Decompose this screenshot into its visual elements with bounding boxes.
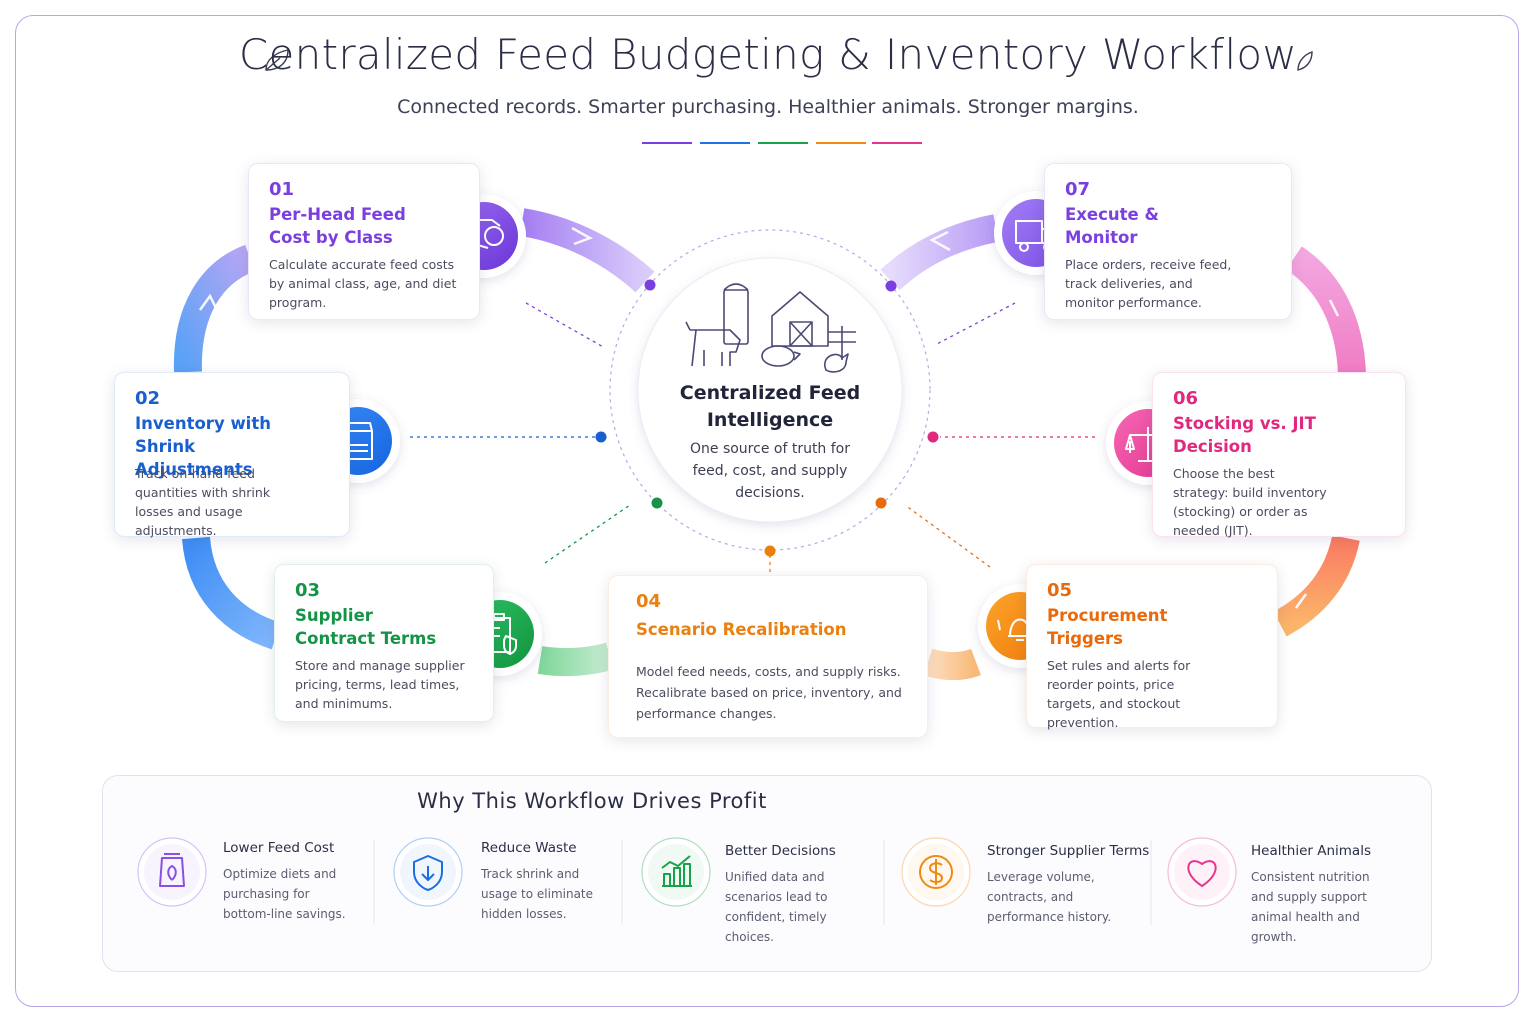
benefits-title: Why This Workflow Drives Profit xyxy=(417,789,767,813)
frame xyxy=(15,15,1519,1007)
step-title: Scenario Recalibration xyxy=(636,620,847,639)
step-number: 04 xyxy=(636,591,662,612)
benefit-icon-glyph xyxy=(159,853,185,887)
benefit-icon-ring xyxy=(1167,837,1237,907)
page-subtitle: Connected records. Smarter purchasing. H… xyxy=(397,96,1139,118)
connector-dot xyxy=(651,497,663,509)
step-text: Model feed needs, costs, and supply risk… xyxy=(636,664,902,721)
glyph-path xyxy=(343,422,373,460)
step-card xyxy=(1026,564,1278,728)
step-text: Store and manage supplier pricing, terms… xyxy=(295,658,465,711)
connector-line xyxy=(934,302,1016,346)
step-card xyxy=(248,163,480,320)
glyph-path xyxy=(1187,860,1217,887)
connector-dot xyxy=(927,431,939,443)
step-number: 03 xyxy=(295,580,321,601)
glyph-path xyxy=(159,853,185,887)
step-card xyxy=(274,564,494,722)
step-number: 07 xyxy=(1065,179,1091,200)
connector-dot xyxy=(875,497,887,509)
connector-dot xyxy=(764,545,776,557)
benefit-title: Lower Feed Cost xyxy=(223,840,335,856)
benefit-icon-ring xyxy=(137,837,207,907)
step-card xyxy=(608,575,928,738)
glyph-path xyxy=(661,855,692,887)
arrow-chevrons xyxy=(198,226,1340,609)
benefit-icon-bg xyxy=(144,844,200,900)
step-title: Procurement Triggers xyxy=(1047,606,1168,648)
benefit-text: Track shrink and usage to eliminate hidd… xyxy=(481,867,594,921)
benefit-icon-bg xyxy=(1174,844,1230,900)
step-number: 02 xyxy=(135,388,161,409)
farm-illustration xyxy=(685,283,856,373)
benefit-icon-ring xyxy=(641,837,711,907)
step-icon-glyph xyxy=(343,422,373,460)
benefit-icon-bg xyxy=(648,844,704,900)
benefit-title: Healthier Animals xyxy=(1251,843,1371,859)
connector-dot xyxy=(885,280,897,292)
step-icon-glyph xyxy=(997,618,1043,641)
step-number: 01 xyxy=(269,179,295,200)
flow-arrows xyxy=(173,208,1366,681)
step-number: 05 xyxy=(1047,580,1073,601)
benefit-icon-glyph xyxy=(413,855,443,891)
step-card xyxy=(1044,163,1292,320)
benefit-icon-glyph xyxy=(1187,860,1217,887)
center-text: One source of truth for feed, cost, and … xyxy=(689,441,851,501)
center-hub xyxy=(609,229,931,551)
step-text: Set rules and alerts for reorder points,… xyxy=(1047,658,1191,730)
benefit-icon-glyph xyxy=(919,855,953,889)
step-title: Supplier Contract Terms xyxy=(295,606,437,648)
title-leaf-icons xyxy=(265,49,1313,71)
step-text: Track on-hand feed quantities with shrin… xyxy=(135,466,271,538)
step-text: Calculate accurate feed costs by animal … xyxy=(269,257,457,310)
step-number: 06 xyxy=(1173,388,1199,409)
step-card xyxy=(1152,372,1406,537)
step-text: Choose the best strategy: build inventor… xyxy=(1173,466,1327,538)
page-title: Centralized Feed Budgeting & Inventory W… xyxy=(238,30,1298,79)
step-title: Stocking vs. JIT Decision xyxy=(1173,414,1316,456)
center-title: Centralized Feed Intelligence xyxy=(679,382,861,431)
step-text: Place orders, receive feed, track delive… xyxy=(1065,257,1232,310)
benefit-title: Better Decisions xyxy=(725,843,836,859)
benefit-title: Reduce Waste xyxy=(481,840,577,856)
connector-dot xyxy=(644,279,656,291)
benefit-text: Unified data and scenarios lead to confi… xyxy=(725,870,828,944)
connector-dot xyxy=(595,431,607,443)
connector-line xyxy=(544,504,631,564)
glyph-path xyxy=(413,855,443,891)
connectors xyxy=(410,279,1095,574)
glyph-path xyxy=(919,855,953,889)
step-card xyxy=(114,372,350,537)
connector-line xyxy=(525,302,606,349)
benefit-title: Stronger Supplier Terms xyxy=(987,843,1150,859)
benefit-text: Optimize diets and purchasing for bottom… xyxy=(223,867,346,921)
benefit-text: Leverage volume, contracts, and performa… xyxy=(987,870,1112,924)
benefit-icon-glyph xyxy=(661,855,692,887)
glyph-path xyxy=(997,618,1043,641)
step-icon-glyph xyxy=(487,613,517,655)
benefit-text: Consistent nutrition and supply support … xyxy=(1251,870,1370,944)
step-title: Per-Head Feed Cost by Class xyxy=(269,205,406,247)
glyph-path xyxy=(487,613,517,655)
step-title: Execute & Monitor xyxy=(1065,205,1159,247)
step-title: Inventory with Shrink Adjustments xyxy=(135,414,271,479)
